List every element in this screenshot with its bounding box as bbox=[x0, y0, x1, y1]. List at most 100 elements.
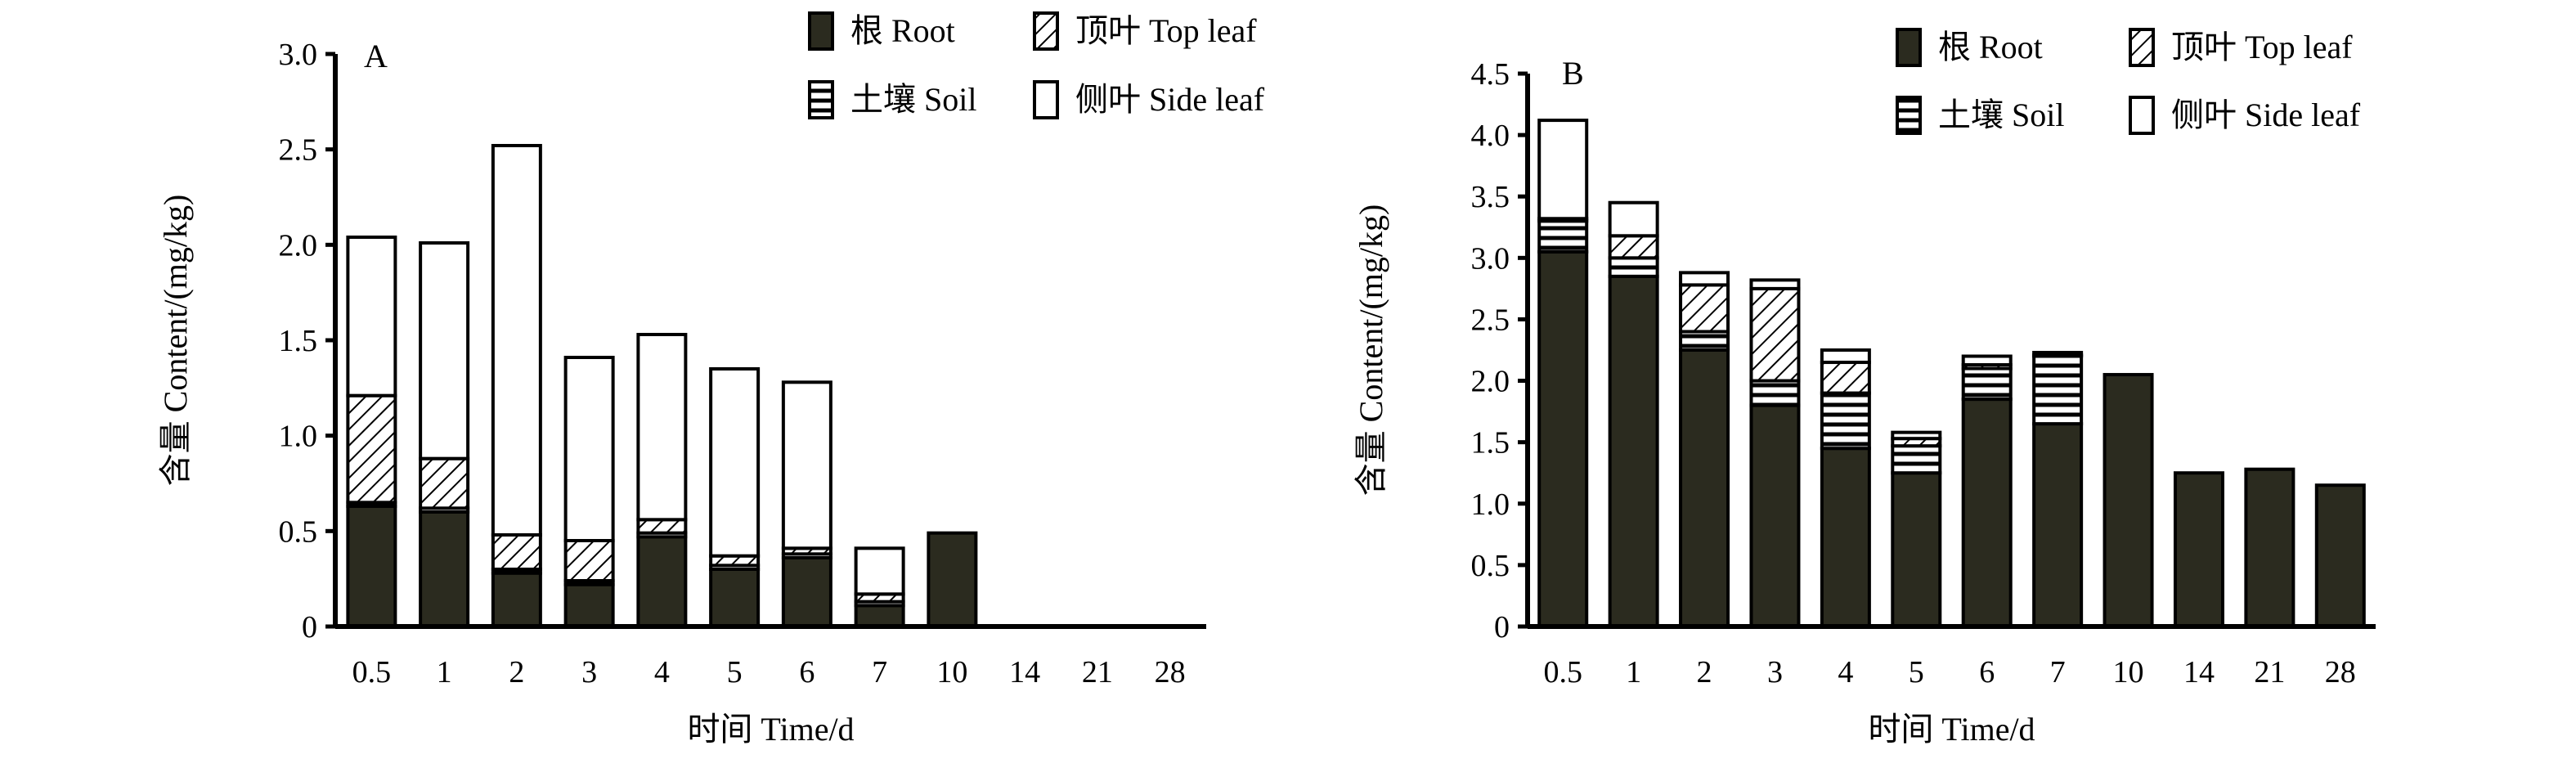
bars-b bbox=[1537, 119, 2366, 629]
bar-b-root-0_5 bbox=[1537, 249, 1589, 628]
bar-b-top_leaf-1 bbox=[1608, 234, 1659, 260]
bar-a-side_leaf-3 bbox=[563, 356, 615, 542]
y-tick-label-b: 2.0 bbox=[1471, 365, 1510, 399]
y-tick-label-b: 1.0 bbox=[1471, 487, 1510, 522]
bar-a-top_leaf-2 bbox=[491, 533, 542, 571]
bar-b-root-6 bbox=[1961, 397, 2013, 628]
legend-swatch-side_leaf-a bbox=[1033, 80, 1059, 119]
x-tick-label-a: 21 bbox=[1082, 655, 1113, 689]
bar-b-soil-7 bbox=[2032, 354, 2084, 426]
bar-a-root-5 bbox=[709, 568, 761, 628]
legend-label-side_leaf-a: 侧叶 Side leaf bbox=[1075, 81, 1265, 118]
x-tick-label-b: 4 bbox=[1838, 655, 1853, 689]
chart-panel-b: 0 0.5 1.0 1.5 2.0 2.5 3.0 3.5 4.0 4.5 0.5 1 2 3 4 5 6 7 10… bbox=[1353, 28, 2376, 748]
y-axis-title-a: 含量 Content/(mg/kg) bbox=[157, 195, 194, 487]
bar-b-root-14 bbox=[2173, 471, 2224, 628]
bar-a-root-6 bbox=[781, 556, 832, 628]
bar-b-soil-1 bbox=[1608, 256, 1659, 278]
bar-a-side_leaf-2 bbox=[491, 144, 542, 537]
bar-a-side_leaf-1 bbox=[419, 241, 470, 460]
legend-label-soil-a: 土壤 Soil bbox=[850, 81, 976, 118]
legend-label-root-a: 根 Root bbox=[850, 12, 955, 49]
y-tick-label-b: 4.0 bbox=[1471, 119, 1510, 153]
y-tick-label-b: 0.5 bbox=[1471, 549, 1510, 583]
x-tick-label-a: 3 bbox=[581, 655, 597, 689]
panel-label-a: A bbox=[364, 38, 388, 74]
x-tick-label-b: 10 bbox=[2113, 655, 2144, 689]
bar-b-soil-0_5 bbox=[1537, 219, 1589, 254]
legend-item-root-b: 根 Root bbox=[1896, 28, 2043, 67]
x-tick-label-a: 4 bbox=[654, 655, 670, 689]
legend-swatch-side_leaf-b bbox=[2129, 96, 2155, 135]
bar-b-soil-5 bbox=[1891, 444, 1942, 475]
bar-a-root-3 bbox=[563, 582, 615, 629]
x-tick-label-a: 14 bbox=[1009, 655, 1040, 689]
bar-a-top_leaf-3 bbox=[563, 539, 615, 582]
legend-swatch-soil-a bbox=[808, 80, 834, 119]
y-tick-label-b: 3.0 bbox=[1471, 241, 1510, 276]
x-tick-label-b: 21 bbox=[2254, 655, 2285, 689]
legend-a: 根 Root 顶叶 Top leaf 土壤 Soil 侧叶 Side leaf bbox=[808, 11, 1265, 119]
legend-label-top_leaf-a: 顶叶 Top leaf bbox=[1075, 12, 1257, 49]
y-tick-label-b: 2.5 bbox=[1471, 303, 1510, 337]
legend-swatch-top_leaf-b bbox=[2129, 28, 2155, 67]
bar-b-top_leaf-3 bbox=[1749, 286, 1801, 383]
bar-a-top_leaf-4 bbox=[636, 518, 688, 535]
legend-item-side_leaf-a: 侧叶 Side leaf bbox=[1033, 80, 1265, 119]
y-tick-label-a: 0 bbox=[302, 610, 317, 644]
bar-b-root-4 bbox=[1820, 447, 1871, 629]
bar-b-root-10 bbox=[2103, 373, 2154, 628]
bar-b-soil-6 bbox=[1961, 366, 2013, 402]
x-tick-label-b: 1 bbox=[1626, 655, 1641, 689]
bar-b-side_leaf-7 bbox=[2032, 351, 2084, 357]
legend-item-side_leaf-b: 侧叶 Side leaf bbox=[2129, 96, 2361, 135]
legend-item-root-a: 根 Root bbox=[808, 11, 955, 51]
y-tick-label-b: 1.5 bbox=[1471, 426, 1510, 460]
x-tick-label-b: 6 bbox=[1979, 655, 1995, 689]
bar-b-root-5 bbox=[1891, 471, 1942, 628]
x-tick-label-b: 28 bbox=[2325, 655, 2356, 689]
bar-b-root-21 bbox=[2244, 467, 2296, 629]
y-tick-label-a: 1.5 bbox=[279, 324, 318, 358]
bar-a-root-4 bbox=[636, 535, 688, 628]
bar-b-root-28 bbox=[2314, 483, 2366, 628]
legend-swatch-root-b bbox=[1896, 28, 1922, 67]
bars-a bbox=[346, 144, 978, 629]
bar-a-root-0_5 bbox=[346, 505, 397, 628]
legend-item-top_leaf-b: 顶叶 Top leaf bbox=[2129, 28, 2353, 67]
legend-label-root-b: 根 Root bbox=[1938, 29, 2043, 65]
legend-label-side_leaf-b: 侧叶 Side leaf bbox=[2171, 97, 2361, 133]
y-tick-label-b: 3.5 bbox=[1471, 180, 1510, 214]
x-tick-label-a: 1 bbox=[437, 655, 452, 689]
x-tick-label-a: 7 bbox=[872, 655, 887, 689]
bar-b-top_leaf-2 bbox=[1679, 283, 1730, 334]
panel-label-b: B bbox=[1562, 55, 1584, 92]
x-axis-title-b: 时间 Time/d bbox=[1868, 711, 2035, 748]
bar-b-side_leaf-2 bbox=[1679, 271, 1730, 287]
bar-b-side_leaf-3 bbox=[1749, 278, 1801, 290]
bar-a-root-10 bbox=[927, 531, 978, 629]
x-tick-label-a: 0.5 bbox=[352, 655, 392, 689]
legend-swatch-soil-b bbox=[1896, 96, 1922, 135]
legend-item-soil-b: 土壤 Soil bbox=[1896, 96, 2064, 135]
legend-label-soil-b: 土壤 Soil bbox=[1938, 97, 2064, 133]
bar-b-root-3 bbox=[1749, 403, 1801, 628]
y-tick-label-a: 0.5 bbox=[279, 514, 318, 549]
bar-a-side_leaf-7 bbox=[854, 546, 905, 596]
x-tick-label-b: 0.5 bbox=[1543, 655, 1582, 689]
bar-a-side_leaf-5 bbox=[709, 367, 761, 558]
bar-b-root-1 bbox=[1608, 274, 1659, 628]
bar-a-side_leaf-4 bbox=[636, 333, 688, 522]
x-tick-label-a: 5 bbox=[727, 655, 743, 689]
bar-b-soil-3 bbox=[1749, 379, 1801, 407]
bar-b-side_leaf-0_5 bbox=[1537, 119, 1589, 221]
bar-a-top_leaf-0_5 bbox=[346, 393, 397, 505]
bar-b-side_leaf-4 bbox=[1820, 348, 1871, 365]
x-tick-label-b: 7 bbox=[2050, 655, 2066, 689]
bar-a-root-2 bbox=[491, 571, 542, 629]
bar-b-soil-2 bbox=[1679, 330, 1730, 353]
x-tick-label-b: 14 bbox=[2183, 655, 2215, 689]
bar-b-side_leaf-6 bbox=[1961, 354, 2013, 367]
x-tick-label-a: 2 bbox=[509, 655, 524, 689]
